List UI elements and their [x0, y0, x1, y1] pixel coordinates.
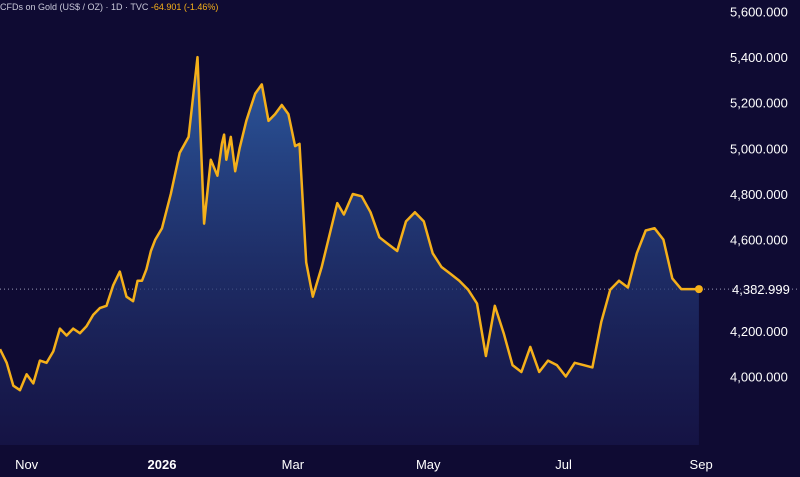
- y-tick-label: 4,000.000: [730, 370, 788, 385]
- y-tick-label: 5,000.000: [730, 141, 788, 156]
- y-tick-label: 4,200.000: [730, 324, 788, 339]
- y-tick-label: 5,400.000: [730, 50, 788, 65]
- symbol-title: CFDs on Gold (US$ / OZ) · 1D · TVC: [0, 2, 149, 12]
- price-line: [0, 55, 699, 392]
- price-change: -64.901 (-1.46%): [150, 2, 219, 12]
- x-tick-label: Sep: [690, 457, 713, 472]
- chart-header: CFDs on Gold (US$ / OZ) · 1D · TVC -64.9…: [0, 2, 218, 12]
- y-tick-label: 5,200.000: [730, 96, 788, 111]
- x-tick-label: Nov: [15, 457, 39, 472]
- x-tick-label: Jul: [555, 457, 572, 472]
- x-tick-label: 2026: [148, 457, 177, 472]
- x-tick-label: Mar: [282, 457, 305, 472]
- last-price-label: 4,382.999: [732, 282, 790, 297]
- y-tick-label: 5,600.000: [730, 4, 788, 19]
- y-axis: 4,000.000 4,200.000 4,600.000 4,800.000 5,00…: [730, 4, 788, 384]
- x-axis: Nov 2026 Mar May Jul Sep: [15, 457, 713, 472]
- y-tick-label: 4,600.000: [730, 233, 788, 248]
- price-area: [0, 57, 699, 445]
- last-price-dot: [694, 285, 703, 294]
- y-tick-label: 4,800.000: [730, 187, 788, 202]
- x-tick-label: May: [416, 457, 441, 472]
